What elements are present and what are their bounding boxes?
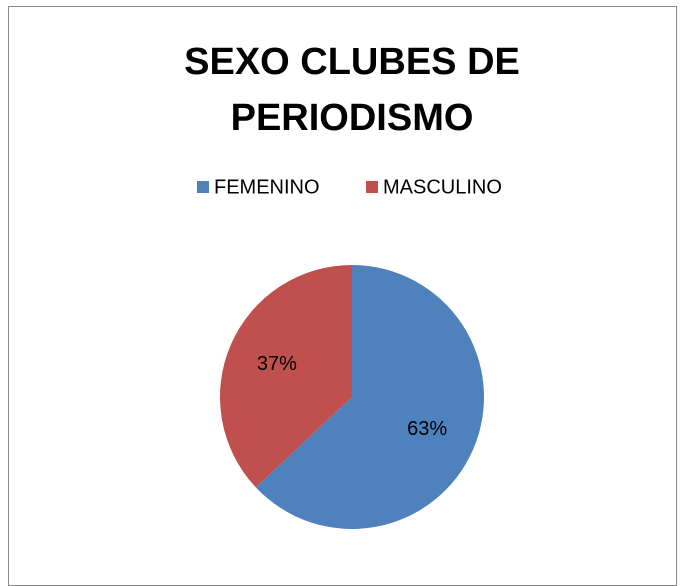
data-label: 37%: [257, 353, 297, 375]
legend-label: FEMENINO: [214, 176, 320, 198]
chart-title: SEXO CLUBES DE PERIODISMO: [184, 41, 520, 139]
pie-slice: [255, 265, 484, 529]
legend-swatch: [197, 181, 209, 193]
legend-swatch: [366, 181, 378, 193]
legend-label: MASCULINO: [383, 176, 502, 198]
pie-slice: [219, 265, 352, 488]
data-label: 63%: [407, 418, 447, 440]
